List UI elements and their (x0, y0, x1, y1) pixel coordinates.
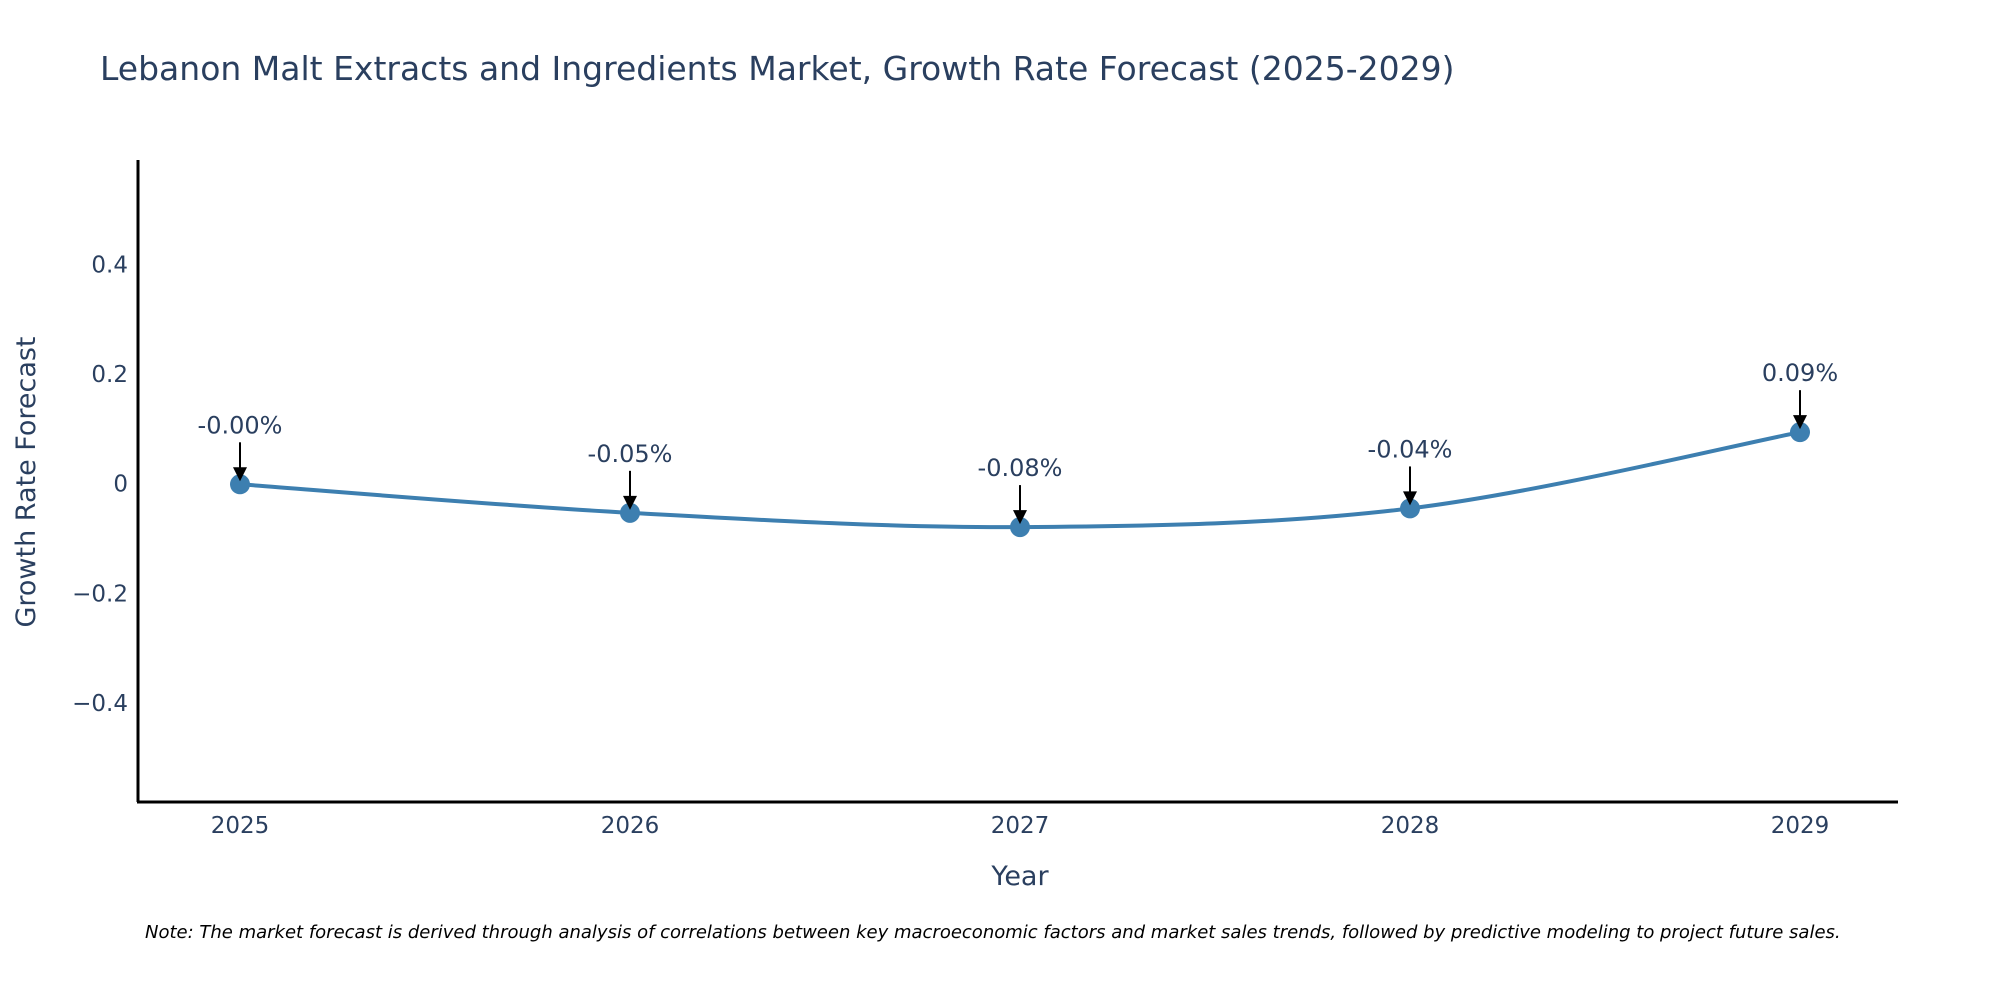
data-point (1400, 498, 1420, 519)
x-axis-ticks: 2025 2026 2027 2028 2029 (211, 813, 1830, 839)
x-tick-label: 2029 (1771, 813, 1830, 839)
data-label: -0.00% (198, 411, 283, 439)
y-tick-label: 0.4 (91, 252, 128, 278)
data-annotation: 0.09% (1762, 359, 1838, 430)
data-label: -0.05% (588, 440, 673, 468)
data-annotation: -0.05% (588, 440, 673, 510)
x-tick-label: 2028 (1381, 813, 1440, 839)
data-markers (230, 422, 1810, 538)
x-tick-label: 2026 (601, 813, 660, 839)
y-axis-title: Growth Rate Forecast (11, 336, 42, 627)
chart-title: Lebanon Malt Extracts and Ingredients Ma… (100, 49, 1454, 88)
y-tick-label: 0.2 (91, 362, 128, 388)
y-tick-label: −0.2 (72, 581, 128, 607)
y-tick-label: −0.4 (72, 691, 128, 717)
data-point (620, 502, 640, 523)
data-point (1010, 517, 1030, 538)
annotation-arrow-head (1403, 491, 1417, 506)
annotation-arrow-head (1013, 510, 1027, 525)
data-point (230, 474, 250, 495)
x-tick-label: 2025 (211, 813, 270, 839)
data-point (1790, 422, 1810, 443)
annotation-arrow-head (233, 467, 247, 482)
x-tick-label: 2027 (991, 813, 1050, 839)
data-annotation: -0.08% (978, 454, 1063, 525)
y-tick-label: 0 (113, 472, 128, 498)
data-annotations: -0.00% -0.05% -0.08% -0.04% 0.09% (198, 359, 1838, 525)
annotation-arrow-head (623, 495, 637, 510)
data-annotation: -0.04% (1368, 435, 1453, 506)
data-label: -0.04% (1368, 435, 1453, 463)
data-annotation: -0.00% (198, 411, 283, 482)
y-axis-ticks: −0.4 −0.2 0 0.2 0.4 (72, 252, 128, 717)
x-axis-title: Year (990, 861, 1049, 892)
data-label: 0.09% (1762, 359, 1838, 387)
footnote: Note: The market forecast is derived thr… (145, 922, 1841, 943)
annotation-arrow-head (1793, 415, 1807, 430)
data-label: -0.08% (978, 454, 1063, 482)
